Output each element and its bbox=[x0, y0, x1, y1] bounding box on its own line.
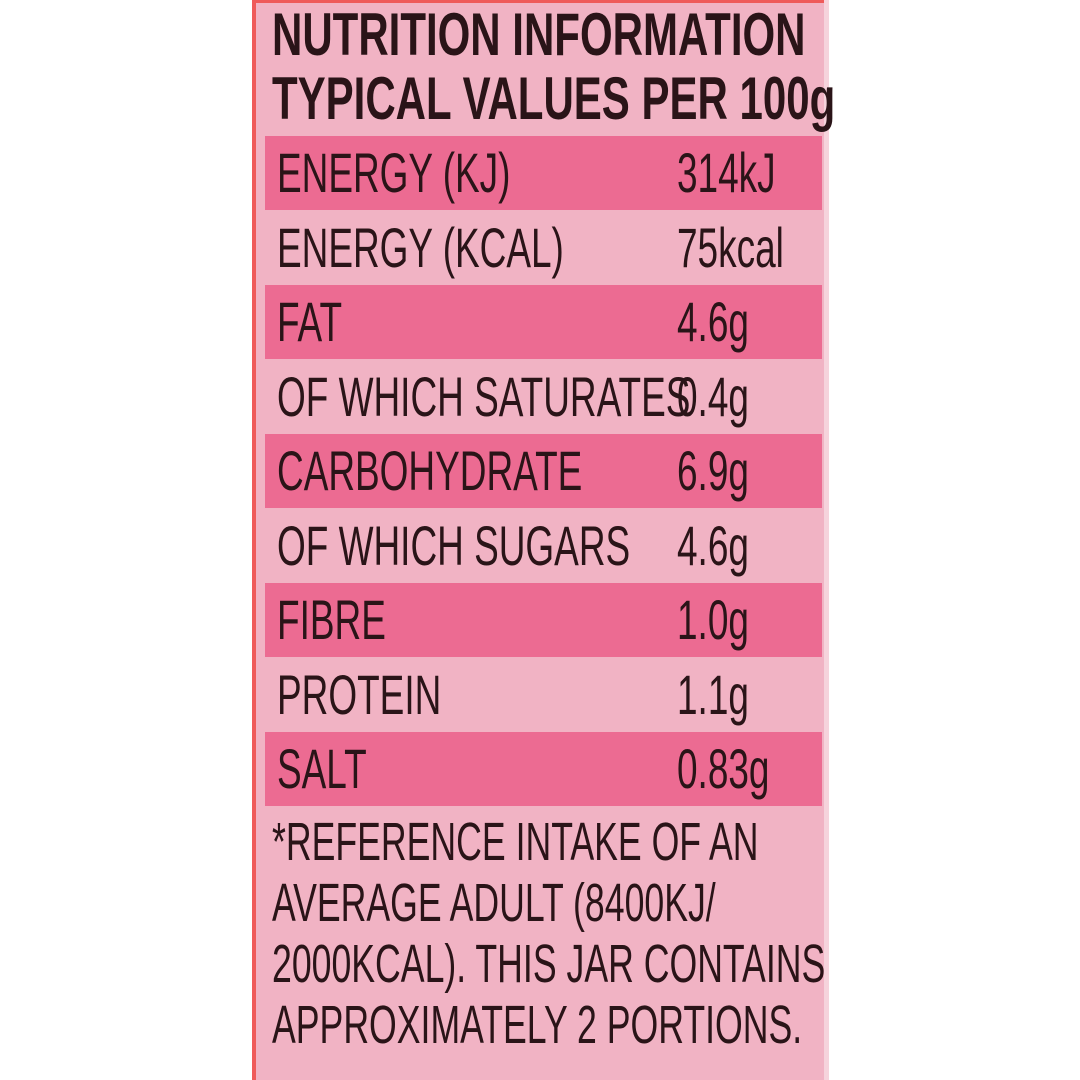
footnote-line: APPROXIMATELY 2 PORTIONS. bbox=[272, 995, 803, 1055]
nutrient-label: CARBOHYDRATE bbox=[277, 439, 583, 502]
nutrient-value: 1.0g bbox=[677, 588, 749, 651]
nutrition-row: OF WHICH SUGARS 4.6g bbox=[265, 509, 822, 583]
nutrient-label: OF WHICH SATURATES bbox=[277, 364, 691, 428]
footnote-line: AVERAGE ADULT (8400KJ/ bbox=[272, 873, 716, 933]
footnote-line: *REFERENCE INTAKE OF AN bbox=[272, 812, 759, 872]
nutrient-label: SALT bbox=[277, 737, 367, 800]
nutrition-row: PROTEIN 1.1g bbox=[265, 658, 822, 732]
nutrient-value: 75kcal bbox=[677, 215, 784, 279]
footnote-line: 2000KCAL). THIS JAR CONTAINS bbox=[272, 934, 826, 994]
nutrition-row: FIBRE 1.0g bbox=[265, 583, 822, 657]
nutrient-value: 4.6g bbox=[677, 290, 749, 353]
nutrient-label: ENERGY (KCAL) bbox=[277, 215, 564, 279]
nutrient-value: 1.1g bbox=[677, 662, 749, 726]
nutrient-label: ENERGY (KJ) bbox=[277, 141, 511, 204]
nutrient-value: 0.83g bbox=[677, 737, 770, 800]
panel-edge bbox=[824, 0, 829, 1080]
nutrient-value: 4.6g bbox=[677, 513, 749, 577]
nutrient-label: FIBRE bbox=[277, 588, 386, 651]
nutrient-value: 0.4g bbox=[677, 364, 749, 428]
nutrition-row: ENERGY (KCAL) 75kcal bbox=[265, 211, 822, 285]
nutrient-value: 314kJ bbox=[677, 141, 776, 204]
nutrition-row: CARBOHYDRATE 6.9g bbox=[265, 434, 822, 508]
nutrition-row: ENERGY (KJ) 314kJ bbox=[265, 136, 822, 210]
nutrition-row: FAT 4.6g bbox=[265, 285, 822, 359]
nutrient-label: OF WHICH SUGARS bbox=[277, 513, 631, 577]
nutrient-label: FAT bbox=[277, 290, 343, 353]
nutrient-label: PROTEIN bbox=[277, 662, 442, 726]
title-line-1: NUTRITION INFORMATION bbox=[272, 1, 806, 68]
nutrient-value: 6.9g bbox=[677, 439, 749, 502]
nutrition-row: SALT 0.83g bbox=[265, 732, 822, 806]
title-line-2: TYPICAL VALUES PER 100g bbox=[272, 65, 836, 132]
nutrition-row: OF WHICH SATURATES 0.4g bbox=[265, 360, 822, 434]
